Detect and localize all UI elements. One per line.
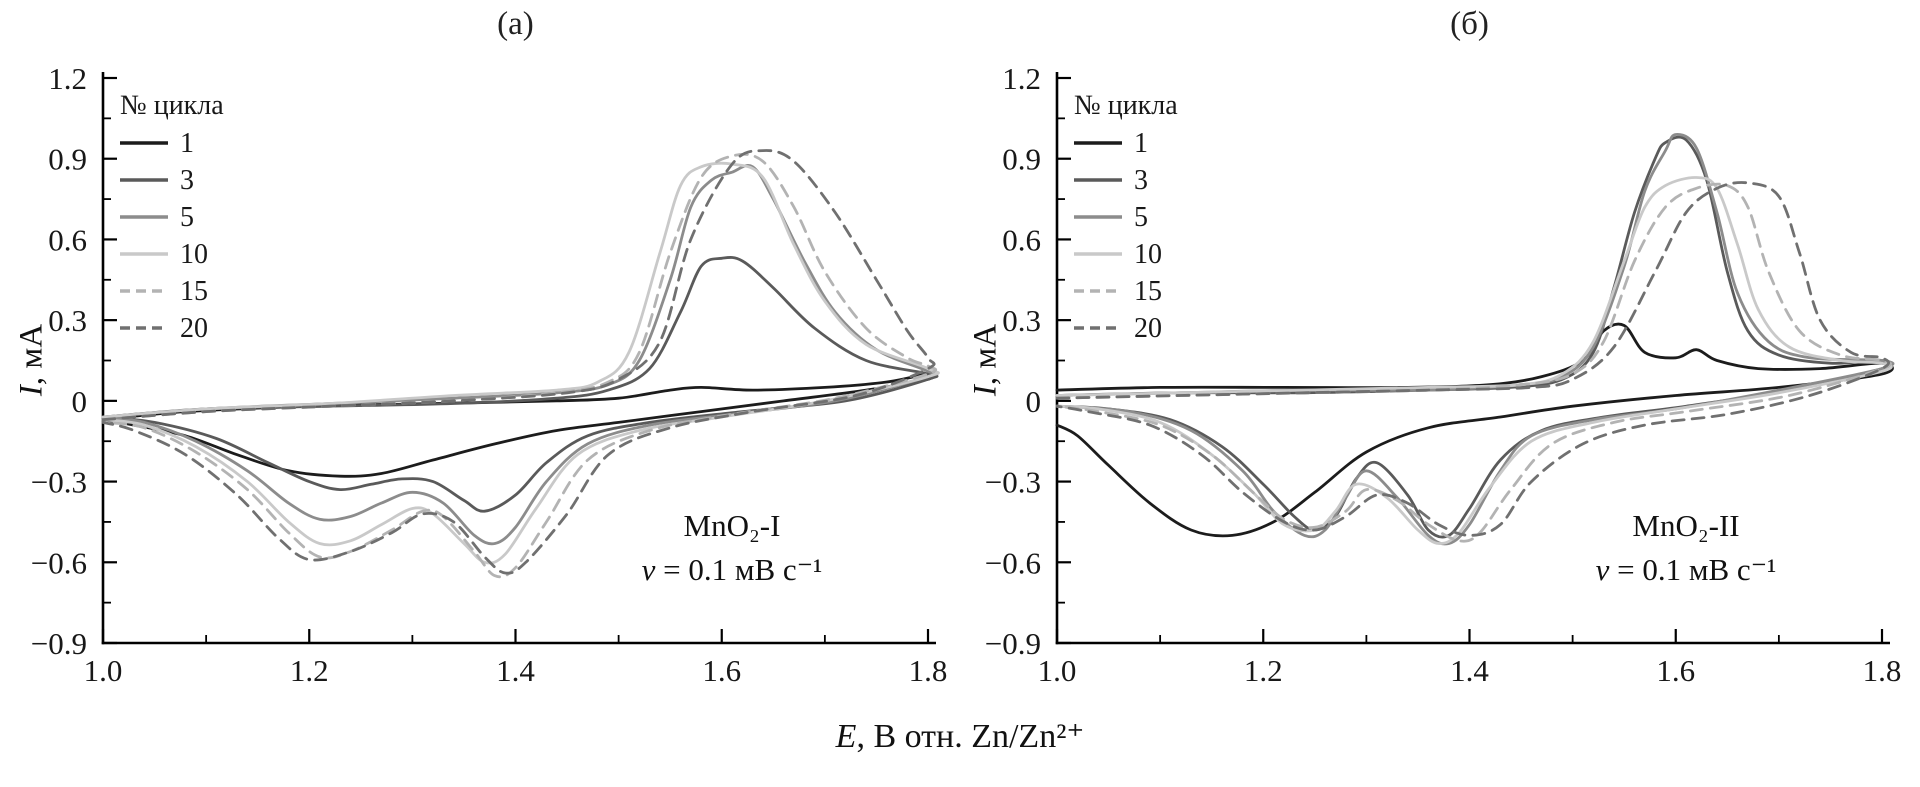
y-tick-label: −0.3 bbox=[31, 465, 87, 500]
x-axis-label: E, В отн. Zn/Zn²⁺ bbox=[0, 716, 1920, 756]
x-tick-label: 1.2 bbox=[290, 653, 329, 688]
x-tick-label: 1.6 bbox=[1656, 653, 1695, 688]
curve-cycle-1 bbox=[101, 372, 936, 478]
legend-title: № цикла bbox=[120, 90, 224, 121]
curve-cycle-15 bbox=[1055, 182, 1893, 543]
y-tick-label: 0 bbox=[1026, 384, 1042, 419]
legend-title: № цикла bbox=[1074, 90, 1178, 121]
y-tick-label: 0.3 bbox=[1002, 303, 1041, 338]
legend-item-label-15: 15 bbox=[180, 276, 208, 307]
x-axis-label-unit: , В отн. Zn/Zn²⁺ bbox=[856, 718, 1085, 755]
curve-cycle-3 bbox=[101, 256, 939, 513]
legend-item-label-10: 10 bbox=[180, 239, 208, 270]
x-tick-label: 1.0 bbox=[1038, 653, 1077, 688]
x-axis-label-variable: E bbox=[835, 718, 857, 755]
y-tick-label: 0.3 bbox=[48, 303, 87, 338]
y-tick-label: 1.2 bbox=[1002, 61, 1041, 96]
y-tick-label: −0.9 bbox=[985, 626, 1041, 661]
y-tick-label: −0.6 bbox=[31, 545, 87, 580]
legend-item-label-1: 1 bbox=[1134, 128, 1148, 159]
y-tick-label: 0 bbox=[72, 384, 88, 419]
cv-plot-b: 1.0 1.2 1.4 1.6 1.8 −0.9 −0.6 −0.3 0 0.3 0.6 0.9 1.2… bbox=[985, 61, 1902, 688]
y-tick-label: −0.6 bbox=[985, 545, 1041, 580]
y-tick-label: −0.3 bbox=[985, 465, 1041, 500]
x-tick-label: 1.8 bbox=[1863, 653, 1902, 688]
sample-name: MnO₂-II bbox=[1632, 508, 1740, 543]
sample-name: MnO₂-I bbox=[683, 508, 781, 543]
curve-cycle-10 bbox=[1055, 176, 1893, 545]
scan-rate-variable: v bbox=[1595, 552, 1610, 587]
x-tick-label: 1.4 bbox=[1450, 653, 1489, 688]
legend-item-label-5: 5 bbox=[1134, 202, 1148, 233]
curve-cycle-10 bbox=[101, 161, 940, 565]
curve-cycle-20 bbox=[1055, 181, 1891, 537]
legend-item-label-10: 10 bbox=[1134, 239, 1162, 270]
panel-b-title: (б) bbox=[1450, 6, 1489, 42]
curve-cycle-20 bbox=[101, 149, 936, 575]
sample-annotation-b: MnO₂-II v = 0.1 мВ с⁻¹ bbox=[1536, 504, 1836, 592]
legend-item-label-20: 20 bbox=[180, 313, 208, 344]
cv-plot-a: 1.0 1.2 1.4 1.6 1.8 −0.9 −0.6 −0.3 0 0.3 0.6 0.9 1.2… bbox=[31, 61, 948, 688]
y-tick-label: 0.9 bbox=[48, 142, 87, 177]
scan-rate-value: = 0.1 мВ с⁻¹ bbox=[1609, 552, 1777, 587]
legend-item-label-20: 20 bbox=[1134, 313, 1162, 344]
scan-rate: v = 0.1 мВ с⁻¹ bbox=[582, 548, 882, 592]
panel-b: (б) I, мА 1.0 1.2 1.4 1.6 1.8 −0.9 −0.6 −0.3 0 0.… bbox=[962, 6, 1912, 716]
panel-a-title: (а) bbox=[497, 6, 534, 42]
y-tick-label: −0.9 bbox=[31, 626, 87, 661]
x-tick-label: 1.0 bbox=[84, 653, 123, 688]
y-tick-label: 0.6 bbox=[48, 222, 87, 257]
scan-rate: v = 0.1 мВ с⁻¹ bbox=[1536, 548, 1836, 592]
x-tick-label: 1.4 bbox=[496, 653, 535, 688]
legend-item-label-1: 1 bbox=[180, 128, 194, 159]
legend-item-label-3: 3 bbox=[180, 165, 194, 196]
legend: № цикла 1 3 5 10 15 20 bbox=[1074, 90, 1178, 344]
scan-rate-variable: v bbox=[641, 552, 656, 587]
legend: № цикла 1 3 5 10 15 20 bbox=[120, 90, 224, 344]
curve-cycle-5 bbox=[1055, 133, 1895, 546]
y-tick-label: 1.2 bbox=[48, 61, 87, 96]
sample-annotation-a: MnO₂-I v = 0.1 мВ с⁻¹ bbox=[582, 504, 882, 592]
x-tick-label: 1.2 bbox=[1244, 653, 1283, 688]
panel-a: (а) I, мА 1.0 1.2 1.4 1.6 1.8 −0.9 −0.6 −0.3 0 0.… bbox=[8, 6, 958, 716]
x-tick-label: 1.6 bbox=[702, 653, 741, 688]
legend-item-label-15: 15 bbox=[1134, 276, 1162, 307]
y-tick-label: 0.6 bbox=[1002, 222, 1041, 257]
x-tick-label: 1.8 bbox=[909, 653, 948, 688]
curve-cycle-3 bbox=[1055, 135, 1893, 539]
scan-rate-value: = 0.1 мВ с⁻¹ bbox=[655, 552, 823, 587]
legend-item-label-5: 5 bbox=[180, 202, 194, 233]
y-tick-label: 0.9 bbox=[1002, 142, 1041, 177]
legend-item-label-3: 3 bbox=[1134, 165, 1148, 196]
